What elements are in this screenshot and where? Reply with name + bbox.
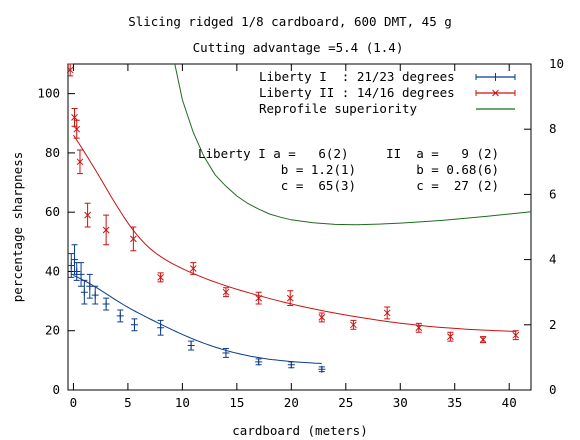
data-point-liberty-i xyxy=(77,270,85,278)
x-tick-label: 25 xyxy=(338,395,353,410)
data-point-liberty-ii xyxy=(66,66,74,74)
legend-marker-liberty-i xyxy=(475,73,516,81)
data-point-liberty-ii xyxy=(512,331,520,339)
y-tick-label: 0 xyxy=(52,382,60,397)
data-point-liberty-i xyxy=(91,291,99,299)
y-tick-label: 100 xyxy=(37,86,60,101)
x-tick-label: 0 xyxy=(70,395,78,410)
data-point-liberty-i xyxy=(130,321,138,329)
y-axis-ticks: 0 20 40 60 80 100 xyxy=(37,86,75,397)
data-point-liberty-i xyxy=(255,358,263,366)
y2-tick-label: 10 xyxy=(549,56,564,71)
x-tick-label: 40 xyxy=(502,395,517,410)
data-point-liberty-i xyxy=(80,288,88,296)
y-tick-label: 20 xyxy=(45,323,60,338)
fit-curve-liberty-ii xyxy=(72,134,516,332)
data-point-liberty-ii xyxy=(157,274,164,281)
data-point-liberty-ii xyxy=(71,113,78,121)
y-tick-label: 80 xyxy=(45,145,60,160)
data-point-liberty-ii xyxy=(350,321,357,329)
y-tick-label: 40 xyxy=(45,263,60,278)
x-tick-label: 30 xyxy=(393,395,408,410)
x-axis-label: cardboard (meters) xyxy=(232,423,367,438)
data-point-liberty-ii xyxy=(447,333,454,341)
data-point-liberty-i xyxy=(318,365,326,373)
fit-params-line-2: b = 1.2(1) b = 0.68(6) xyxy=(198,162,499,177)
chart-title: Slicing ridged 1/8 cardboard, 600 DMT, 4… xyxy=(128,14,452,29)
x-tick-label: 5 xyxy=(124,395,132,410)
fit-parameters: Liberty I a = 6(2) II a = 9 (2) b = 1.2(… xyxy=(198,146,499,193)
data-point-liberty-i xyxy=(71,256,79,264)
data-point-liberty-ii xyxy=(286,294,294,302)
data-point-liberty-i xyxy=(73,267,81,275)
data-point-liberty-ii xyxy=(189,265,197,272)
plot-frame xyxy=(67,63,532,391)
legend: Liberty I : 21/23 degrees Liberty II : 1… xyxy=(259,69,516,116)
data-point-liberty-i xyxy=(116,312,124,320)
y2-tick-label: 2 xyxy=(549,317,557,332)
data-point-liberty-i xyxy=(67,262,75,270)
x-tick-label: 35 xyxy=(447,395,462,410)
data-point-liberty-i xyxy=(187,342,195,350)
data-point-liberty-ii xyxy=(76,158,84,166)
y2-tick-label: 0 xyxy=(549,382,557,397)
legend-marker-liberty-ii xyxy=(475,89,516,97)
data-point-liberty-i xyxy=(287,361,295,369)
legend-label-reprofile: Reprofile superiority xyxy=(259,101,418,116)
fit-params-line-3: c = 65(3) c = 27 (2) xyxy=(198,178,499,193)
fit-curves xyxy=(72,63,532,364)
x-tick-label: 15 xyxy=(229,395,244,410)
data-point-liberty-ii xyxy=(255,294,263,302)
x-axis-ticks: 0 5 10 15 20 25 30 35 40 xyxy=(70,64,517,410)
legend-label-liberty-i: Liberty I : 21/23 degrees xyxy=(259,69,455,84)
legend-label-liberty-ii: Liberty II : 14/16 degrees xyxy=(259,85,455,100)
data-point-liberty-ii xyxy=(102,226,110,234)
reprofile-superiority-curve xyxy=(174,63,532,226)
fit-curve-liberty-i xyxy=(73,274,322,364)
data-point-liberty-ii xyxy=(318,314,326,321)
x-tick-label: 20 xyxy=(284,395,299,410)
fit-params-line-1: Liberty I a = 6(2) II a = 9 (2) xyxy=(198,146,499,161)
x-tick-label: 10 xyxy=(175,395,190,410)
data-point-liberty-i xyxy=(102,300,110,308)
y-axis-label: percentage sharpness xyxy=(10,152,25,303)
data-point-liberty-ii xyxy=(383,309,391,317)
y2-axis-ticks: 0 2 4 6 8 10 xyxy=(524,56,564,397)
data-point-liberty-i xyxy=(157,324,165,332)
y-tick-label: 60 xyxy=(45,204,60,219)
data-point-liberty-i xyxy=(222,349,230,357)
y2-tick-label: 4 xyxy=(549,252,557,267)
data-point-liberty-ii xyxy=(479,336,487,343)
data-point-liberty-ii xyxy=(130,235,137,243)
data-points xyxy=(66,63,520,373)
y2-tick-label: 6 xyxy=(549,186,557,201)
data-point-liberty-ii xyxy=(222,288,230,296)
data-point-liberty-ii xyxy=(415,324,423,332)
y2-tick-label: 8 xyxy=(549,121,557,136)
data-point-liberty-ii xyxy=(73,125,81,133)
data-point-liberty-i xyxy=(86,282,94,290)
chart-subtitle: Cutting advantage =5.4 (1.4) xyxy=(193,40,404,55)
data-point-liberty-ii xyxy=(84,211,91,219)
